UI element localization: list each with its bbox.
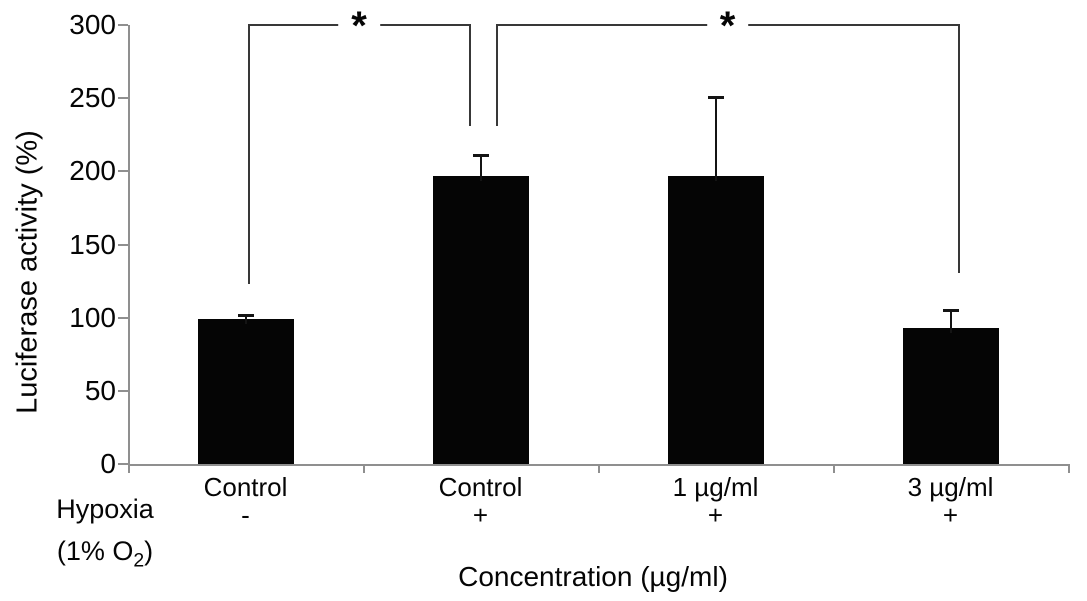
y-tick-label: 0 [100,448,116,479]
error-bar-cap [237,313,254,317]
y-tick-mark [118,97,128,100]
oxygen-label-prefix: (1% O [56,536,134,566]
x-tick-mark [833,466,835,473]
bar [197,319,294,464]
error-bar [244,314,247,325]
x-tick-mark [128,466,130,473]
y-tick-label: 250 [69,82,116,114]
hypoxia-sign: + [942,500,959,530]
y-tick-mark [118,24,128,26]
y-tick-label: 200 [69,155,116,187]
y-tick-label: 50 [84,374,116,406]
hypoxia-sign: - [241,500,250,530]
y-axis-line [128,25,130,466]
hypoxia-sign: + [707,500,724,530]
error-bar [479,155,482,181]
x-category-label: 1 µg/ml [672,472,759,502]
y-tick-mark [118,170,128,173]
error-bar-cap [707,95,724,99]
significance-bracket-left [495,24,498,127]
significance-asterisk: * [706,6,749,46]
significance-bracket-right [468,24,471,127]
bar [667,175,764,464]
y-tick-mark [118,389,128,392]
x-axis-title: Concentration (µg/ml) [458,561,728,592]
x-axis-line [128,464,1070,466]
x-tick-mark [363,466,365,473]
y-tick-mark [118,463,128,465]
y-tick-label: 100 [69,301,116,333]
hypoxia-sign: + [472,500,489,530]
oxygen-label-suffix: ) [144,536,154,566]
error-bar [949,310,952,333]
y-tick-label: 300 [69,9,116,40]
significance-bracket-right [957,24,960,273]
significance-asterisk: * [338,6,380,46]
x-tick-mark [1068,466,1070,473]
hypoxia-row-label: Hypoxia [56,494,154,524]
oxygen-subscript: 2 [133,549,145,572]
significance-bracket-left [247,24,250,285]
x-category-label: Control [203,472,288,502]
oxygen-percent-label: (1% O2) [40,536,170,572]
error-bar-cap [472,154,489,158]
x-category-label: Control [438,472,523,502]
y-tick-label: 150 [69,228,116,260]
x-tick-mark [598,466,600,473]
y-tick-mark [118,316,128,319]
error-bar-cap [942,309,959,313]
y-tick-mark [118,243,128,246]
x-category-label: 3 µg/ml [907,472,994,502]
bar [902,327,999,464]
error-bar [714,96,717,181]
bar [432,175,529,464]
